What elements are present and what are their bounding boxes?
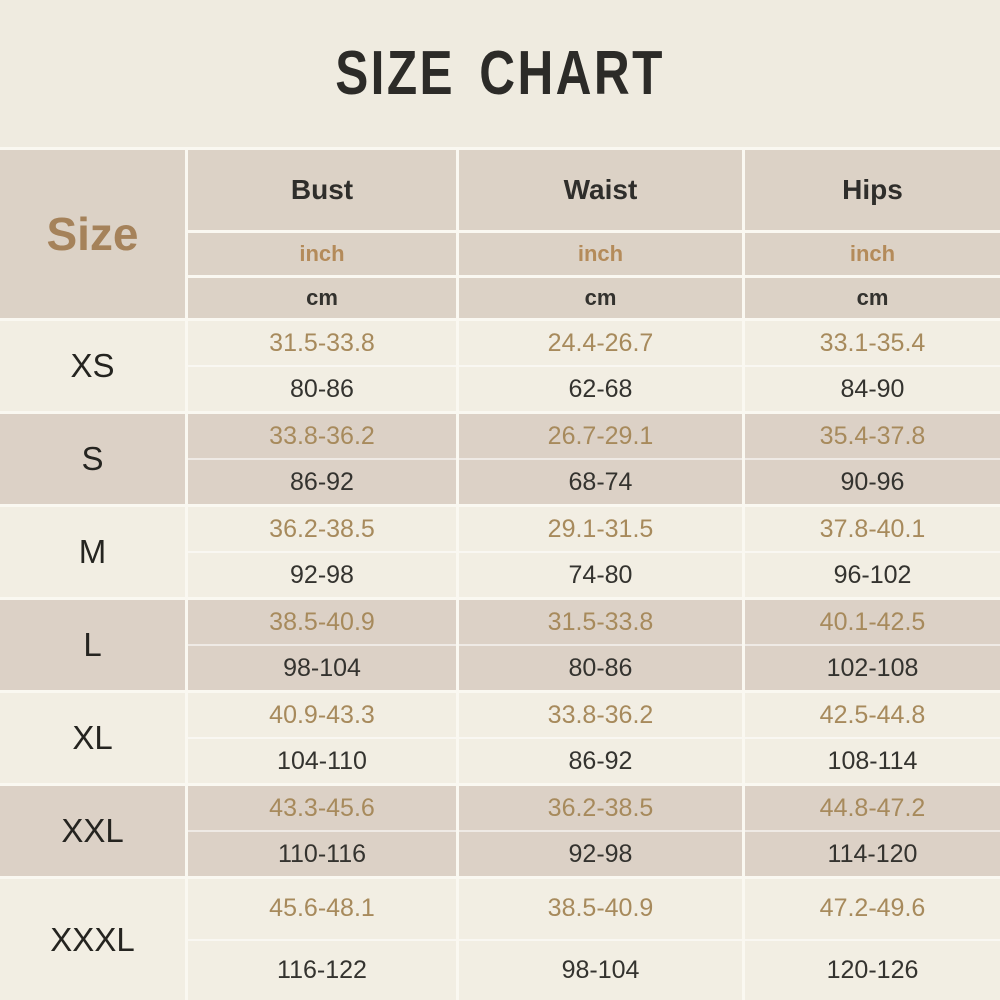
hips-cell: 35.4-37.8 90-96 (745, 414, 1000, 504)
hips-inch-value: 42.5-44.8 (819, 700, 926, 729)
bust-cm-value: 92-98 (188, 551, 456, 597)
bust-cell: 40.9-43.3 104-110 (188, 693, 456, 783)
waist-cell: 31.5-33.8 80-86 (459, 600, 742, 690)
size-label: XL (0, 693, 185, 783)
hips-inch-value: 47.2-49.6 (819, 894, 926, 923)
hips-cell: 40.1-42.5 102-108 (745, 600, 1000, 690)
waist-cell: 24.4-26.7 62-68 (459, 321, 742, 411)
waist-cm-value: 98-104 (459, 938, 742, 1000)
waist-inch-value: 31.5-33.8 (547, 607, 654, 636)
bust-inch-value: 45.6-48.1 (269, 894, 375, 923)
hips-cm-value: 102-108 (745, 644, 1000, 690)
hips-cell: 47.2-49.6 120-126 (745, 879, 1000, 1000)
waist-cm-value: 92-98 (459, 830, 742, 876)
unit-header-bust-cm: cm (188, 278, 456, 318)
waist-cm-value: 80-86 (459, 644, 742, 690)
column-header-bust: Bust (188, 150, 456, 230)
waist-inch-value: 29.1-31.5 (547, 514, 654, 543)
bust-inch-value: 38.5-40.9 (269, 607, 375, 636)
unit-header-hips-cm: cm (745, 278, 1000, 318)
unit-header-bust-inch: inch (188, 233, 456, 275)
hips-cell: 37.8-40.1 96-102 (745, 507, 1000, 597)
waist-inch-value: 38.5-40.9 (547, 894, 654, 923)
bust-cm-value: 116-122 (188, 938, 456, 1000)
waist-cm-value: 62-68 (459, 365, 742, 411)
size-label: S (0, 414, 185, 504)
bust-cell: 38.5-40.9 98-104 (188, 600, 456, 690)
size-label: M (0, 507, 185, 597)
waist-cm-value: 68-74 (459, 458, 742, 504)
unit-header-waist-inch: inch (459, 233, 742, 275)
waist-inch-value: 36.2-38.5 (547, 793, 654, 822)
hips-cell: 42.5-44.8 108-114 (745, 693, 1000, 783)
hips-inch-value: 37.8-40.1 (819, 514, 926, 543)
hips-cm-value: 108-114 (745, 737, 1000, 783)
hips-inch-value: 40.1-42.5 (819, 607, 926, 636)
bust-inch-value: 36.2-38.5 (269, 514, 375, 543)
hips-cm-value: 84-90 (745, 365, 1000, 411)
unit-header-hips-inch: inch (745, 233, 1000, 275)
bust-cm-value: 110-116 (188, 830, 456, 876)
column-header-waist: Waist (459, 150, 742, 230)
hips-inch-value: 44.8-47.2 (819, 793, 926, 822)
size-label: XXL (0, 786, 185, 876)
hips-cm-value: 120-126 (745, 938, 1000, 1000)
size-label: XS (0, 321, 185, 411)
hips-cell: 33.1-35.4 84-90 (745, 321, 1000, 411)
waist-cm-value: 74-80 (459, 551, 742, 597)
size-label: XXXL (0, 879, 185, 1000)
bust-inch-value: 31.5-33.8 (269, 328, 375, 357)
title-area: SIZE CHART (0, 0, 1000, 147)
hips-inch-value: 33.1-35.4 (819, 328, 926, 357)
bust-cell: 45.6-48.1 116-122 (188, 879, 456, 1000)
bust-inch-value: 43.3-45.6 (269, 793, 375, 822)
waist-cell: 38.5-40.9 98-104 (459, 879, 742, 1000)
waist-cell: 33.8-36.2 86-92 (459, 693, 742, 783)
waist-inch-value: 33.8-36.2 (547, 700, 654, 729)
bust-cell: 36.2-38.5 92-98 (188, 507, 456, 597)
bust-inch-value: 33.8-36.2 (269, 421, 375, 450)
bust-inch-value: 40.9-43.3 (269, 700, 375, 729)
waist-inch-value: 26.7-29.1 (547, 421, 654, 450)
bust-cell: 33.8-36.2 86-92 (188, 414, 456, 504)
waist-cell: 36.2-38.5 92-98 (459, 786, 742, 876)
unit-header-waist-cm: cm (459, 278, 742, 318)
page-title: SIZE CHART (335, 39, 665, 108)
bust-cm-value: 80-86 (188, 365, 456, 411)
bust-cell: 31.5-33.8 80-86 (188, 321, 456, 411)
size-chart-table: Size Bust Waist Hips inch inch inch cm c… (0, 147, 1000, 1000)
size-label: L (0, 600, 185, 690)
bust-cm-value: 98-104 (188, 644, 456, 690)
waist-inch-value: 24.4-26.7 (547, 328, 654, 357)
waist-cm-value: 86-92 (459, 737, 742, 783)
bust-cell: 43.3-45.6 110-116 (188, 786, 456, 876)
bust-cm-value: 86-92 (188, 458, 456, 504)
hips-cm-value: 90-96 (745, 458, 1000, 504)
hips-cm-value: 96-102 (745, 551, 1000, 597)
waist-cell: 26.7-29.1 68-74 (459, 414, 742, 504)
size-column-header: Size (0, 150, 185, 318)
hips-cell: 44.8-47.2 114-120 (745, 786, 1000, 876)
hips-cm-value: 114-120 (745, 830, 1000, 876)
column-header-hips: Hips (745, 150, 1000, 230)
hips-inch-value: 35.4-37.8 (819, 421, 926, 450)
bust-cm-value: 104-110 (188, 737, 456, 783)
waist-cell: 29.1-31.5 74-80 (459, 507, 742, 597)
